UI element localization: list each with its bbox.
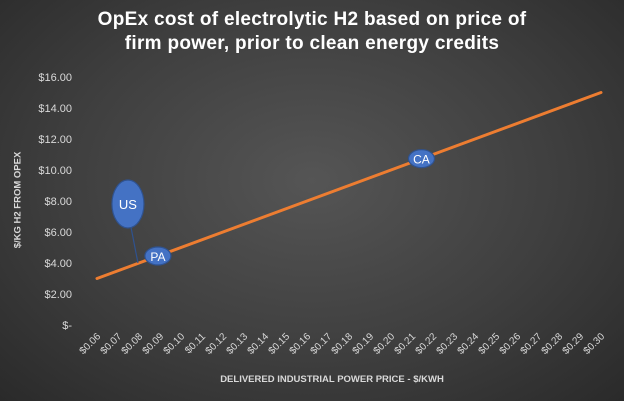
y-tick-label: $2.00 bbox=[44, 289, 72, 301]
x-tick-label: $0.09 bbox=[141, 331, 167, 357]
x-tick-label: $0.15 bbox=[267, 331, 293, 357]
x-tick-label: $0.24 bbox=[456, 331, 482, 357]
y-tick-label: $- bbox=[62, 320, 72, 332]
annotation-label: CA bbox=[413, 153, 430, 167]
x-tick-label: $0.07 bbox=[99, 331, 125, 357]
y-tick-label: $6.00 bbox=[44, 227, 72, 239]
y-tick-label: $4.00 bbox=[44, 258, 72, 270]
x-tick-label: $0.19 bbox=[351, 331, 377, 357]
x-tick-label: $0.20 bbox=[372, 331, 398, 357]
x-tick-label: $0.10 bbox=[162, 331, 188, 357]
x-tick-label: $0.12 bbox=[204, 331, 230, 357]
x-tick-label: $0.17 bbox=[309, 331, 335, 357]
x-tick-label: $0.27 bbox=[519, 331, 545, 357]
y-tick-label: $16.00 bbox=[38, 72, 72, 84]
y-tick-label: $14.00 bbox=[38, 103, 72, 115]
x-tick-label: $0.25 bbox=[477, 331, 503, 357]
x-tick-label: $0.06 bbox=[78, 331, 104, 357]
x-axis-label: DELIVERED INDUSTRIAL POWER PRICE - $/KWH bbox=[220, 374, 444, 385]
y-tick-label: $10.00 bbox=[38, 165, 72, 177]
x-tick-label: $0.14 bbox=[246, 331, 272, 357]
x-tick-label: $0.26 bbox=[498, 331, 524, 357]
x-tick-label: $0.28 bbox=[540, 331, 566, 357]
x-tick-label: $0.13 bbox=[225, 331, 251, 357]
x-tick-label: $0.18 bbox=[330, 331, 356, 357]
x-tick-label: $0.22 bbox=[414, 331, 440, 357]
x-tick-label: $0.11 bbox=[183, 331, 208, 356]
x-tick-label: $0.29 bbox=[561, 331, 587, 357]
x-tick-label: $0.23 bbox=[435, 331, 461, 357]
annotation-marker bbox=[407, 149, 436, 169]
y-tick-label: $8.00 bbox=[44, 196, 72, 208]
x-tick-label: $0.21 bbox=[393, 331, 419, 357]
x-tick-label: $0.08 bbox=[120, 331, 146, 357]
chart-title-line-2: firm power, prior to clean energy credit… bbox=[124, 33, 500, 54]
annotation-callout-bubble bbox=[111, 179, 145, 229]
x-tick-label: $0.30 bbox=[582, 331, 608, 357]
chart-title: OpEx cost of electrolytic H2 based on pr… bbox=[0, 8, 624, 56]
y-tick-label: $12.00 bbox=[38, 134, 72, 146]
series-line bbox=[95, 91, 603, 280]
y-axis-label: $/KG H2 FROM OPEX bbox=[12, 151, 24, 249]
chart-title-line-1: OpEx cost of electrolytic H2 based on pr… bbox=[97, 9, 527, 30]
annotation-marker bbox=[144, 246, 172, 266]
annotation-label: US bbox=[119, 197, 137, 212]
annotation-callout-pointer bbox=[130, 226, 139, 264]
x-tick-label: $0.16 bbox=[288, 331, 314, 357]
annotation-label: PA bbox=[150, 250, 165, 264]
